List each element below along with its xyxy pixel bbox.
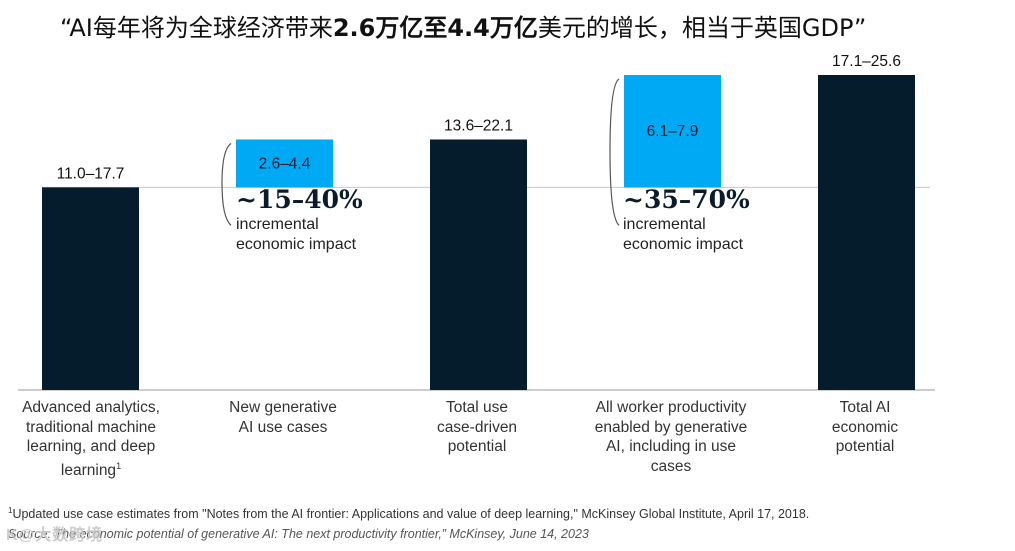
bar-value-label-4: 17.1–25.6 xyxy=(832,53,901,70)
footnote: 1Updated use case estimates from "Notes … xyxy=(8,506,810,522)
bar-2 xyxy=(430,139,527,390)
bar-1 xyxy=(236,139,333,188)
chart-title: “AI每年将为全球经济带来2.6万亿至4.4万亿美元的增长，相当于英国GDP” xyxy=(60,14,867,42)
bar-value-label-2: 13.6–22.1 xyxy=(444,117,513,134)
bracket-1 xyxy=(609,78,620,226)
category-label-total-ai: Total AI economic potential xyxy=(831,399,899,455)
bar-value-label-3: 6.1–7.9 xyxy=(647,123,699,140)
bar-value-label-1: 2.6–4.4 xyxy=(259,155,311,172)
watermark-logo: K@大数跨境 xyxy=(6,527,104,544)
bar-0 xyxy=(42,187,139,390)
source-note: Source: The economic potential of genera… xyxy=(8,527,589,541)
category-label-total-use-case: Total use case-driven potential xyxy=(436,399,518,455)
annotation-desc-worker-productivity: incremental economic impact xyxy=(623,216,744,253)
annotation-pct-worker-productivity: ~35–70% xyxy=(623,185,750,214)
bar-4 xyxy=(818,75,915,390)
annotation-desc-new-genai: incremental economic impact xyxy=(236,216,357,253)
category-label-advanced-analytics: Advanced analytics, traditional machine … xyxy=(22,399,160,479)
bracket-0 xyxy=(221,142,232,226)
category-label-worker-productivity: All worker productivity enabled by gener… xyxy=(594,399,748,475)
annotation-pct-new-genai: ~15–40% xyxy=(236,185,363,214)
category-label-new-genai: New generative AI use cases xyxy=(229,399,337,436)
bar-3 xyxy=(624,75,721,188)
bar-value-label-0: 11.0–17.7 xyxy=(57,165,125,182)
